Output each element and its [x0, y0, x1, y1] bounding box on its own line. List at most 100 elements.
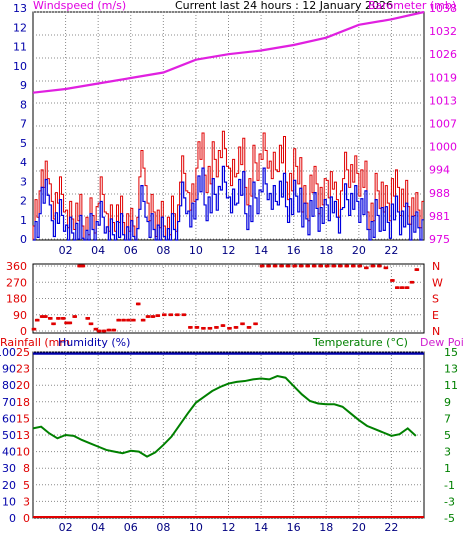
direction-point: [113, 328, 117, 332]
y-right-tick-baro: 981: [429, 210, 450, 223]
x-tick-label-bottom: 12: [222, 521, 236, 534]
direction-point: [128, 318, 131, 322]
y-temp-tick: -5: [444, 512, 455, 525]
y-rain-tick: 20: [16, 379, 30, 392]
y-temp-tick: 7: [444, 412, 451, 425]
direction-point: [326, 264, 330, 268]
y-right-tick-compass: W: [432, 276, 443, 289]
direction-point: [274, 264, 278, 268]
direction-point: [123, 318, 126, 322]
x-tick-label-top: 14: [254, 244, 268, 257]
y-left-tick-wind: 0: [20, 233, 27, 246]
y-humidity-tick: 70: [2, 396, 16, 409]
x-tick-label-top: 16: [287, 244, 301, 257]
direction-point: [74, 315, 77, 318]
y-left-tick-wind: 3: [20, 175, 27, 188]
y-humidity-tick: 100: [0, 346, 16, 359]
y-humidity-tick: 10: [2, 495, 16, 508]
y-rain-tick: 0: [23, 512, 30, 525]
direction-point: [401, 286, 405, 289]
direction-point: [359, 264, 363, 268]
period-title: Current last 24 hours : 12 January 2026: [175, 0, 393, 12]
wind-average-line: [33, 165, 424, 241]
y-rain-tick: 10: [16, 446, 30, 459]
y-left-tick-wind: 13: [13, 2, 27, 15]
direction-point: [406, 286, 410, 289]
y-left-tick-wind: 9: [20, 79, 27, 92]
y-right-tick-baro: 994: [429, 164, 450, 177]
y-right-tick-baro: 1026: [429, 48, 457, 61]
direction-point: [203, 326, 206, 330]
y-right-tick-baro: 1007: [429, 118, 457, 131]
y-left-tick-dir: 0: [20, 325, 27, 338]
x-tick-label-top: 12: [222, 244, 236, 257]
wind-gust-line: [32, 130, 424, 241]
direction-point: [392, 279, 395, 282]
x-tick-label-bottom: 08: [156, 521, 170, 534]
direction-point: [82, 264, 86, 268]
y-right-tick-baro: 975: [429, 233, 450, 246]
direction-point: [307, 264, 310, 268]
direction-point: [216, 326, 219, 329]
y-humidity-tick: 90: [2, 363, 16, 376]
y-rain-tick: 3: [23, 495, 30, 508]
x-tick-label-bottom: 20: [352, 521, 366, 534]
direction-point: [352, 264, 356, 268]
direction-point: [53, 322, 56, 326]
y-rain-tick: 13: [16, 429, 30, 442]
direction-point: [379, 264, 382, 268]
direction-point: [320, 264, 323, 268]
direction-point: [339, 264, 343, 268]
x-tick-label-bottom: 02: [59, 521, 73, 534]
direction-point: [333, 264, 337, 268]
y-right-tick-baro: 1032: [429, 25, 457, 38]
x-tick-label-bottom: 22: [384, 521, 398, 534]
direction-point: [49, 317, 53, 320]
y-left-tick-wind: 11: [13, 41, 27, 54]
direction-point: [87, 317, 91, 320]
y-left-tick-dir: 180: [6, 293, 27, 306]
barometer-line: [32, 10, 425, 94]
humidity-label: Humidity (%): [58, 336, 130, 349]
y-right-tick-baro: 1019: [429, 71, 457, 84]
y-left-tick-dir: 360: [6, 260, 27, 273]
direction-point: [36, 318, 40, 322]
direction-point: [177, 313, 180, 317]
direction-point: [157, 314, 161, 317]
direction-point: [281, 264, 284, 268]
baro-title: Barometer (mb): [368, 0, 456, 12]
direction-point: [385, 266, 389, 270]
direction-point: [69, 321, 73, 325]
direction-point: [137, 302, 141, 306]
y-right-tick-baro: 1013: [429, 94, 457, 107]
y-left-tick-dir: 270: [6, 276, 27, 289]
y-left-tick-wind: 12: [13, 21, 27, 34]
direction-point: [95, 327, 99, 331]
y-left-tick-wind: 4: [20, 156, 27, 169]
y-right-tick-compass: N: [432, 325, 440, 338]
y-humidity-tick: 0: [9, 512, 16, 525]
x-tick-label-top: 22: [384, 244, 398, 257]
y-right-tick-baro: 988: [429, 187, 450, 200]
direction-point: [147, 315, 151, 318]
y-rain-tick: 25: [16, 346, 30, 359]
y-humidity-tick: 60: [2, 412, 16, 425]
y-left-tick-wind: 2: [20, 195, 27, 208]
x-tick-label-bottom: 04: [91, 521, 105, 534]
direction-point: [313, 264, 317, 268]
y-temp-tick: 9: [444, 396, 451, 409]
direction-point: [287, 264, 291, 268]
direction-point: [41, 315, 45, 318]
temperature-line: [32, 375, 417, 458]
y-left-tick-wind: 5: [20, 137, 27, 150]
y-rain-tick: 15: [16, 412, 30, 425]
x-tick-label-top: 18: [319, 244, 333, 257]
direction-point: [62, 317, 66, 320]
direction-point: [261, 264, 265, 268]
direction-point: [416, 268, 420, 271]
direction-point: [294, 264, 297, 268]
direction-point: [66, 321, 69, 325]
direction-point: [90, 322, 94, 326]
y-right-tick-compass: S: [432, 293, 439, 306]
